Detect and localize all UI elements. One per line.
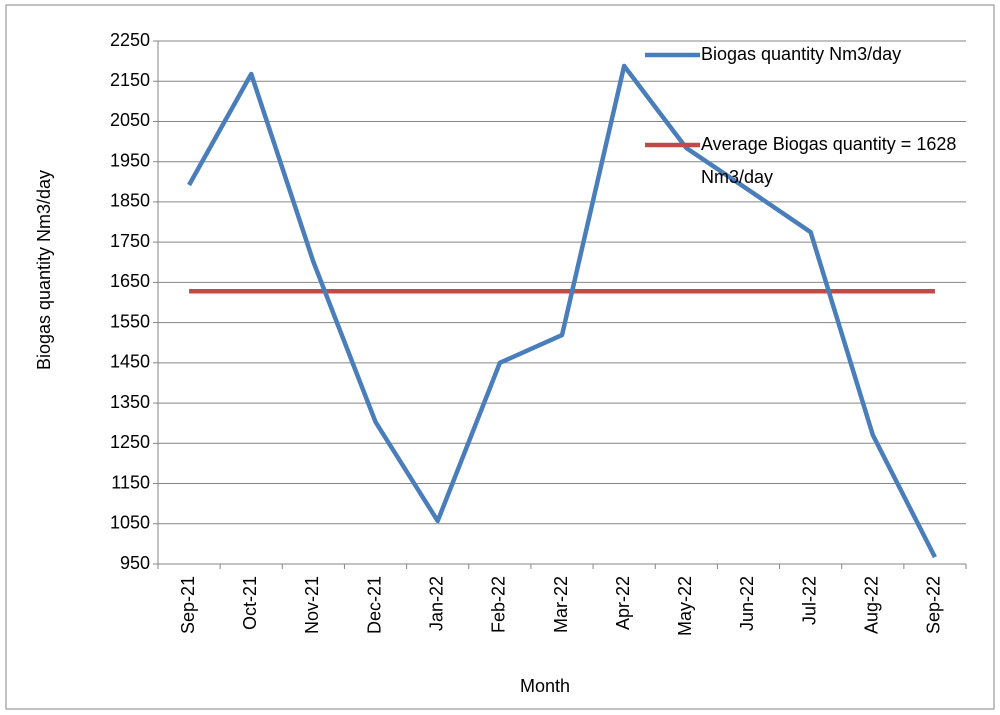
y-tick-label: 1150 (111, 472, 150, 492)
y-axis-title: Biogas quantity Nm3/day (34, 170, 54, 370)
x-tick-label: Apr-22 (613, 576, 633, 630)
x-tick-label: Dec-21 (364, 576, 384, 634)
legend-entry: Biogas quantity Nm3/day (701, 44, 902, 64)
x-tick-label: Jan-22 (426, 576, 446, 631)
x-tick-label: Jun-22 (737, 576, 757, 631)
x-tick-label: Feb-22 (489, 576, 509, 633)
y-tick-label: 1050 (110, 513, 150, 533)
y-tick-label: 1950 (110, 150, 150, 170)
y-tick-label: 950 (120, 553, 150, 573)
y-tick-label: 1250 (110, 432, 150, 452)
legend-label: Biogas quantity Nm3/day (701, 44, 902, 64)
y-tick-label: 1350 (110, 392, 150, 412)
x-tick-label: Nov-21 (302, 576, 322, 634)
series-line (187, 63, 937, 559)
x-tick-label: Jul-22 (799, 576, 819, 625)
legend-entry: Average Biogas quantity = 1628 Nm3/day (701, 134, 957, 187)
x-axis-title: Month (520, 676, 570, 696)
x-tick-label: Sep-22 (924, 576, 944, 634)
chart-border (5, 4, 995, 710)
x-tick-label: May-22 (675, 576, 695, 636)
x-tick-label: Sep-21 (178, 576, 198, 634)
x-tick-label: Oct-21 (240, 576, 260, 630)
x-tick-label: Aug-22 (862, 576, 882, 634)
legend-label: Average Biogas quantity = 1628 Nm3/day (701, 134, 957, 187)
y-tick-label: 1450 (110, 352, 150, 372)
x-tick-label: Mar-22 (551, 576, 571, 633)
y-tick-label: 1850 (110, 191, 150, 211)
y-tick-label: 2150 (110, 70, 150, 90)
y-tick-label: 1650 (110, 271, 150, 291)
y-tick-label: 1750 (110, 231, 150, 251)
y-tick-label: 2250 (110, 30, 150, 50)
y-tick-label: 2050 (110, 110, 150, 130)
y-tick-label: 1550 (110, 311, 150, 331)
